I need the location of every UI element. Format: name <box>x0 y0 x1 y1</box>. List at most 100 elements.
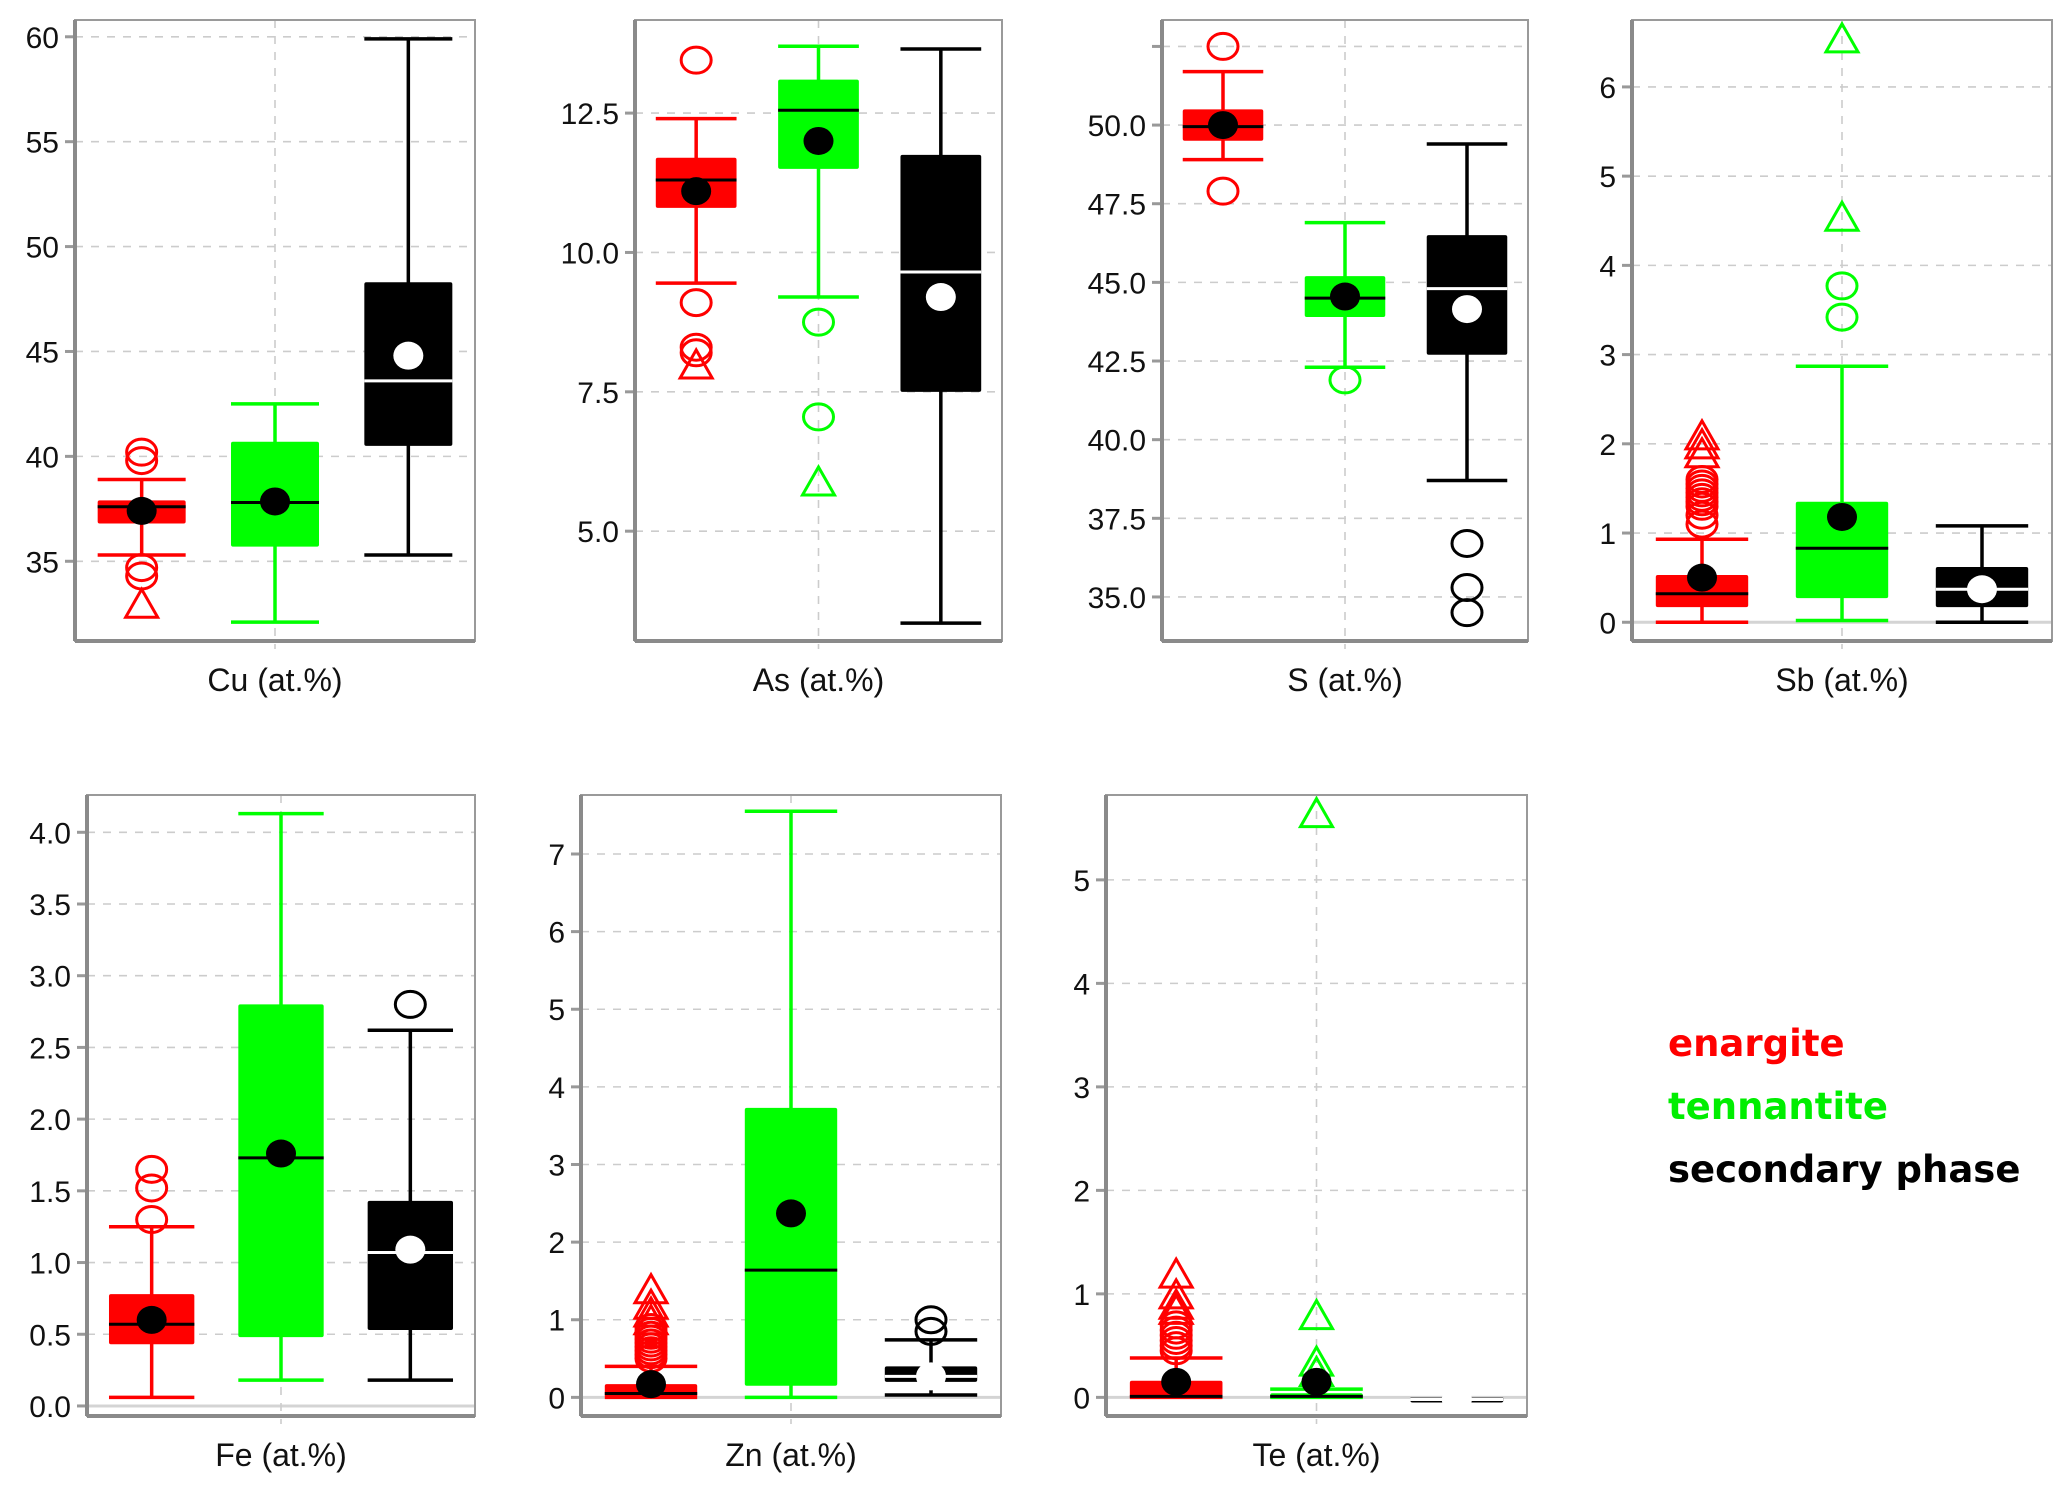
y-tick-label: 4 <box>1599 250 1616 283</box>
mean-marker <box>266 1139 296 1168</box>
outlier-circle <box>1159 1310 1193 1340</box>
y-tick-label: 4 <box>1073 968 1090 1001</box>
outlier-triangle <box>1157 1287 1195 1320</box>
y-tick-label: 3 <box>548 1149 565 1182</box>
outlier-triangle <box>1297 1297 1336 1331</box>
y-tick-label: 35 <box>26 546 59 579</box>
outlier-circle <box>135 1154 169 1184</box>
iqr-box <box>238 1004 324 1338</box>
outlier-triangle <box>799 463 838 497</box>
y-tick-label: 3.0 <box>29 961 71 994</box>
outlier-circle <box>679 288 713 318</box>
y-tick-label: 1 <box>1599 518 1616 551</box>
outlier-circle <box>1206 176 1240 206</box>
y-tick-label: 60 <box>26 22 59 55</box>
box-secondary-phase <box>884 1305 978 1397</box>
outlier-triangle <box>677 346 715 380</box>
box-secondary-phase <box>1935 524 2029 625</box>
outlier-circle <box>1825 271 1859 301</box>
y-tick-label: 2.5 <box>29 1032 71 1065</box>
mean-marker <box>681 177 712 206</box>
outlier-triangle <box>632 1271 670 1305</box>
y-tick-label: 1 <box>548 1305 565 1338</box>
outlier-circle <box>393 989 427 1019</box>
y-tick-label: 2 <box>1073 1175 1090 1208</box>
outlier-circle <box>1450 598 1484 628</box>
mean-marker <box>260 487 290 516</box>
outlier-triangle <box>1683 435 1721 469</box>
y-tick-label: 5 <box>1599 161 1616 194</box>
box-tennantite <box>744 809 838 1400</box>
y-tick-label: 4.0 <box>29 817 71 850</box>
mean-marker <box>1967 575 1997 604</box>
y-tick-label: 7.5 <box>577 377 619 410</box>
y-tick-label: 35.0 <box>1088 582 1146 615</box>
mean-marker <box>136 1305 167 1334</box>
outlier-circle <box>634 1313 668 1343</box>
iqr-box <box>367 1200 454 1330</box>
x-axis-title: Fe (at.%) <box>215 1437 347 1473</box>
y-tick-label: 0.0 <box>29 1391 71 1424</box>
outlier-triangle <box>1297 795 1336 829</box>
box-tennantite <box>778 44 859 497</box>
panel-s: 35.0 37.5 40.0 42.5 45.0 47.5 50.0 S (at.%) <box>1088 19 1529 698</box>
y-tick-label: 6 <box>1599 72 1616 105</box>
mean-marker <box>1687 563 1717 592</box>
box-tennantite <box>1270 795 1363 1400</box>
y-tick-label: 2 <box>548 1227 565 1260</box>
y-tick-label: 10.0 <box>561 237 619 270</box>
panel-te: 0 1 2 3 4 5 Te (at.%) <box>1073 794 1528 1473</box>
y-tick-label: 47.5 <box>1088 189 1146 222</box>
y-tick-label: 37.5 <box>1088 503 1146 536</box>
outlier-circle <box>125 446 159 476</box>
outlier-circle <box>802 402 835 432</box>
outlier-circle <box>679 338 713 368</box>
outlier-circle <box>914 1305 948 1335</box>
box-enargite <box>655 45 737 380</box>
outlier-circle <box>135 1205 169 1235</box>
x-axis-title: Zn (at.%) <box>725 1437 857 1473</box>
box-tennantite <box>1795 20 1889 623</box>
x-axis-title: Te (at.%) <box>1252 1437 1380 1473</box>
legend-entry-tennantite: tennantite <box>1668 1085 1888 1128</box>
y-tick-label: 1.5 <box>29 1176 71 1209</box>
mean-marker <box>1827 502 1857 531</box>
box-secondary-phase <box>900 47 982 625</box>
box-enargite <box>97 437 186 619</box>
box-tennantite <box>231 402 319 624</box>
box-tennantite <box>238 811 324 1382</box>
y-tick-label: 2.0 <box>29 1104 71 1137</box>
outlier-circle <box>802 307 835 337</box>
outlier-triangle <box>632 1287 670 1320</box>
mean-marker <box>925 283 956 312</box>
box-secondary-phase <box>367 989 454 1382</box>
x-axis-title: Sb (at.%) <box>1775 662 1908 698</box>
legend-entry-secondary-phase: secondary phase <box>1668 1148 2021 1191</box>
box-secondary-phase <box>1426 142 1508 628</box>
y-tick-label: 0 <box>548 1382 565 1415</box>
panel-cu: 35 40 45 50 55 60 Cu (at.%) <box>26 19 476 698</box>
y-tick-label: 3 <box>1073 1072 1090 1105</box>
y-tick-label: 3 <box>1599 340 1616 373</box>
outlier-circle <box>1328 365 1362 395</box>
mean-marker <box>1301 1367 1332 1396</box>
box-enargite <box>108 1154 195 1400</box>
mean-marker <box>1452 295 1482 324</box>
y-tick-label: 45 <box>26 336 59 369</box>
panel-fe: 0.0 0.5 1.0 1.5 2.0 2.5 3.0 3.5 4.0 Fe (at.%) <box>29 794 476 1473</box>
x-axis-title: Cu (at.%) <box>207 662 342 698</box>
outlier-triangle <box>1823 20 1861 54</box>
y-tick-label: 3.5 <box>29 889 71 922</box>
y-tick-label: 5.0 <box>577 516 619 549</box>
outlier-circle <box>125 437 159 467</box>
y-tick-label: 7 <box>548 839 565 872</box>
box-enargite <box>1129 1256 1223 1400</box>
box-secondary-phase <box>364 37 453 557</box>
y-tick-label: 42.5 <box>1088 346 1146 379</box>
y-tick-label: 55 <box>26 127 59 160</box>
mean-marker <box>1441 1385 1472 1414</box>
mean-marker <box>1161 1367 1192 1396</box>
y-tick-label: 0.5 <box>29 1319 71 1352</box>
outlier-triangle <box>1683 426 1721 460</box>
y-tick-label: 5 <box>1073 865 1090 898</box>
